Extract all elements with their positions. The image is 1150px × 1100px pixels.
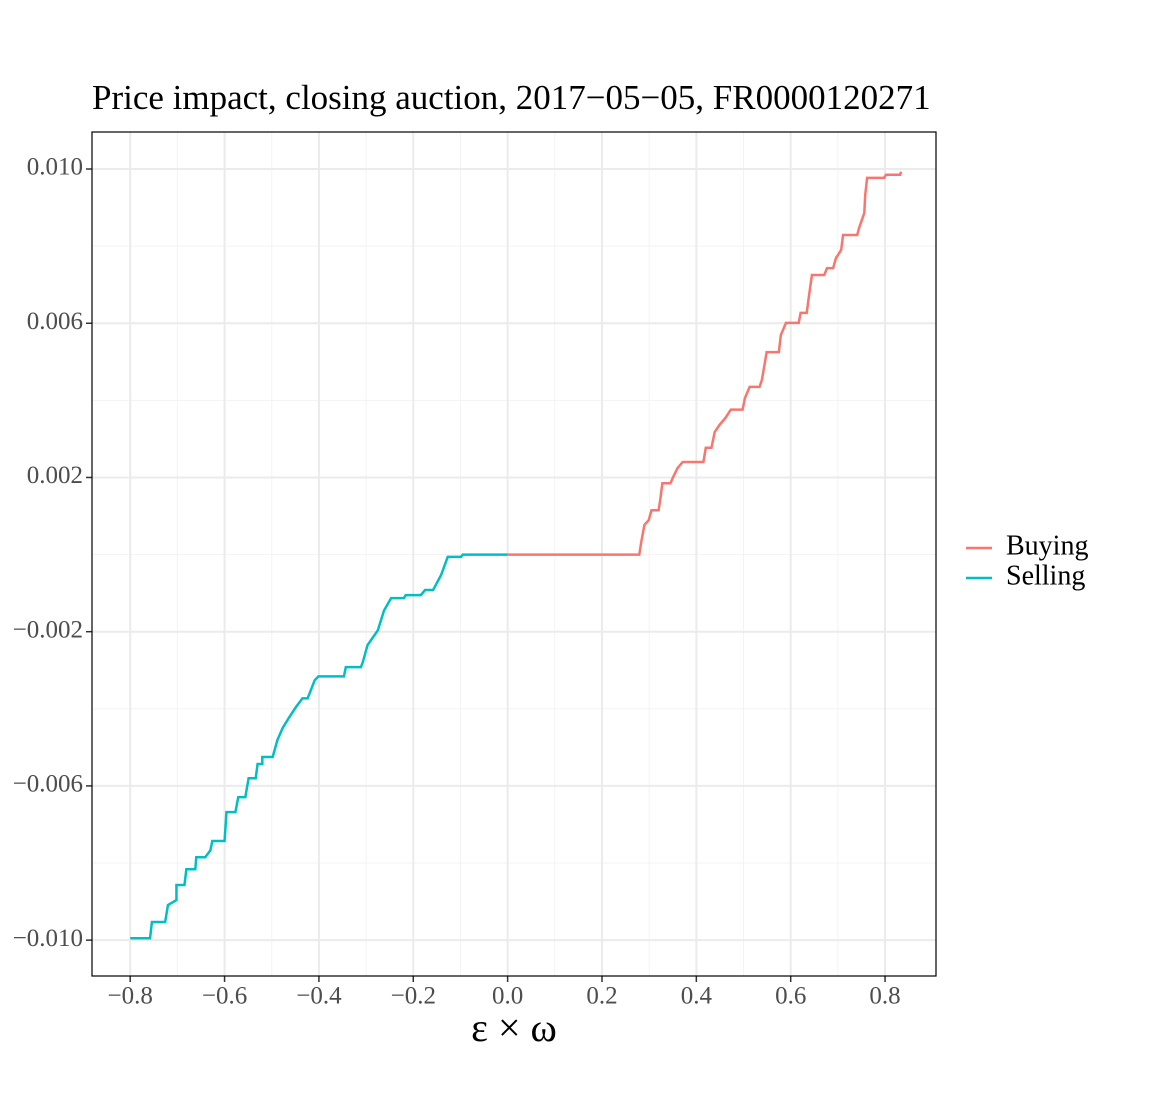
y-tick-label: 0.002	[27, 462, 83, 489]
x-tick-label: −0.4	[296, 983, 342, 1010]
y-tick-label: −0.006	[13, 771, 83, 798]
x-tick-label: 0.4	[681, 983, 713, 1010]
x-tick-label: 0.8	[869, 983, 900, 1010]
y-tick-label: −0.010	[13, 925, 83, 952]
x-tick-label: 0.0	[492, 983, 523, 1010]
x-tick-label: −0.6	[202, 983, 247, 1010]
y-tick-label: −0.002	[13, 616, 83, 643]
chart-title: Price impact, closing auction, 2017−05−0…	[92, 78, 931, 117]
line-series	[130, 553, 508, 940]
legend-label: Buying	[1006, 530, 1088, 561]
y-tick-label: 0.010	[27, 154, 83, 181]
plot-border	[91, 131, 937, 977]
x-tick-label: −0.2	[391, 983, 436, 1010]
x-axis-label: ε × ω	[471, 1005, 557, 1050]
x-tick-label: 0.6	[775, 983, 806, 1010]
x-tick-label: 0.2	[586, 983, 617, 1010]
legend-label: Selling	[1006, 560, 1085, 591]
x-tick-label: −0.8	[108, 983, 153, 1010]
y-tick-label: 0.006	[27, 308, 83, 335]
line-series	[507, 171, 903, 556]
